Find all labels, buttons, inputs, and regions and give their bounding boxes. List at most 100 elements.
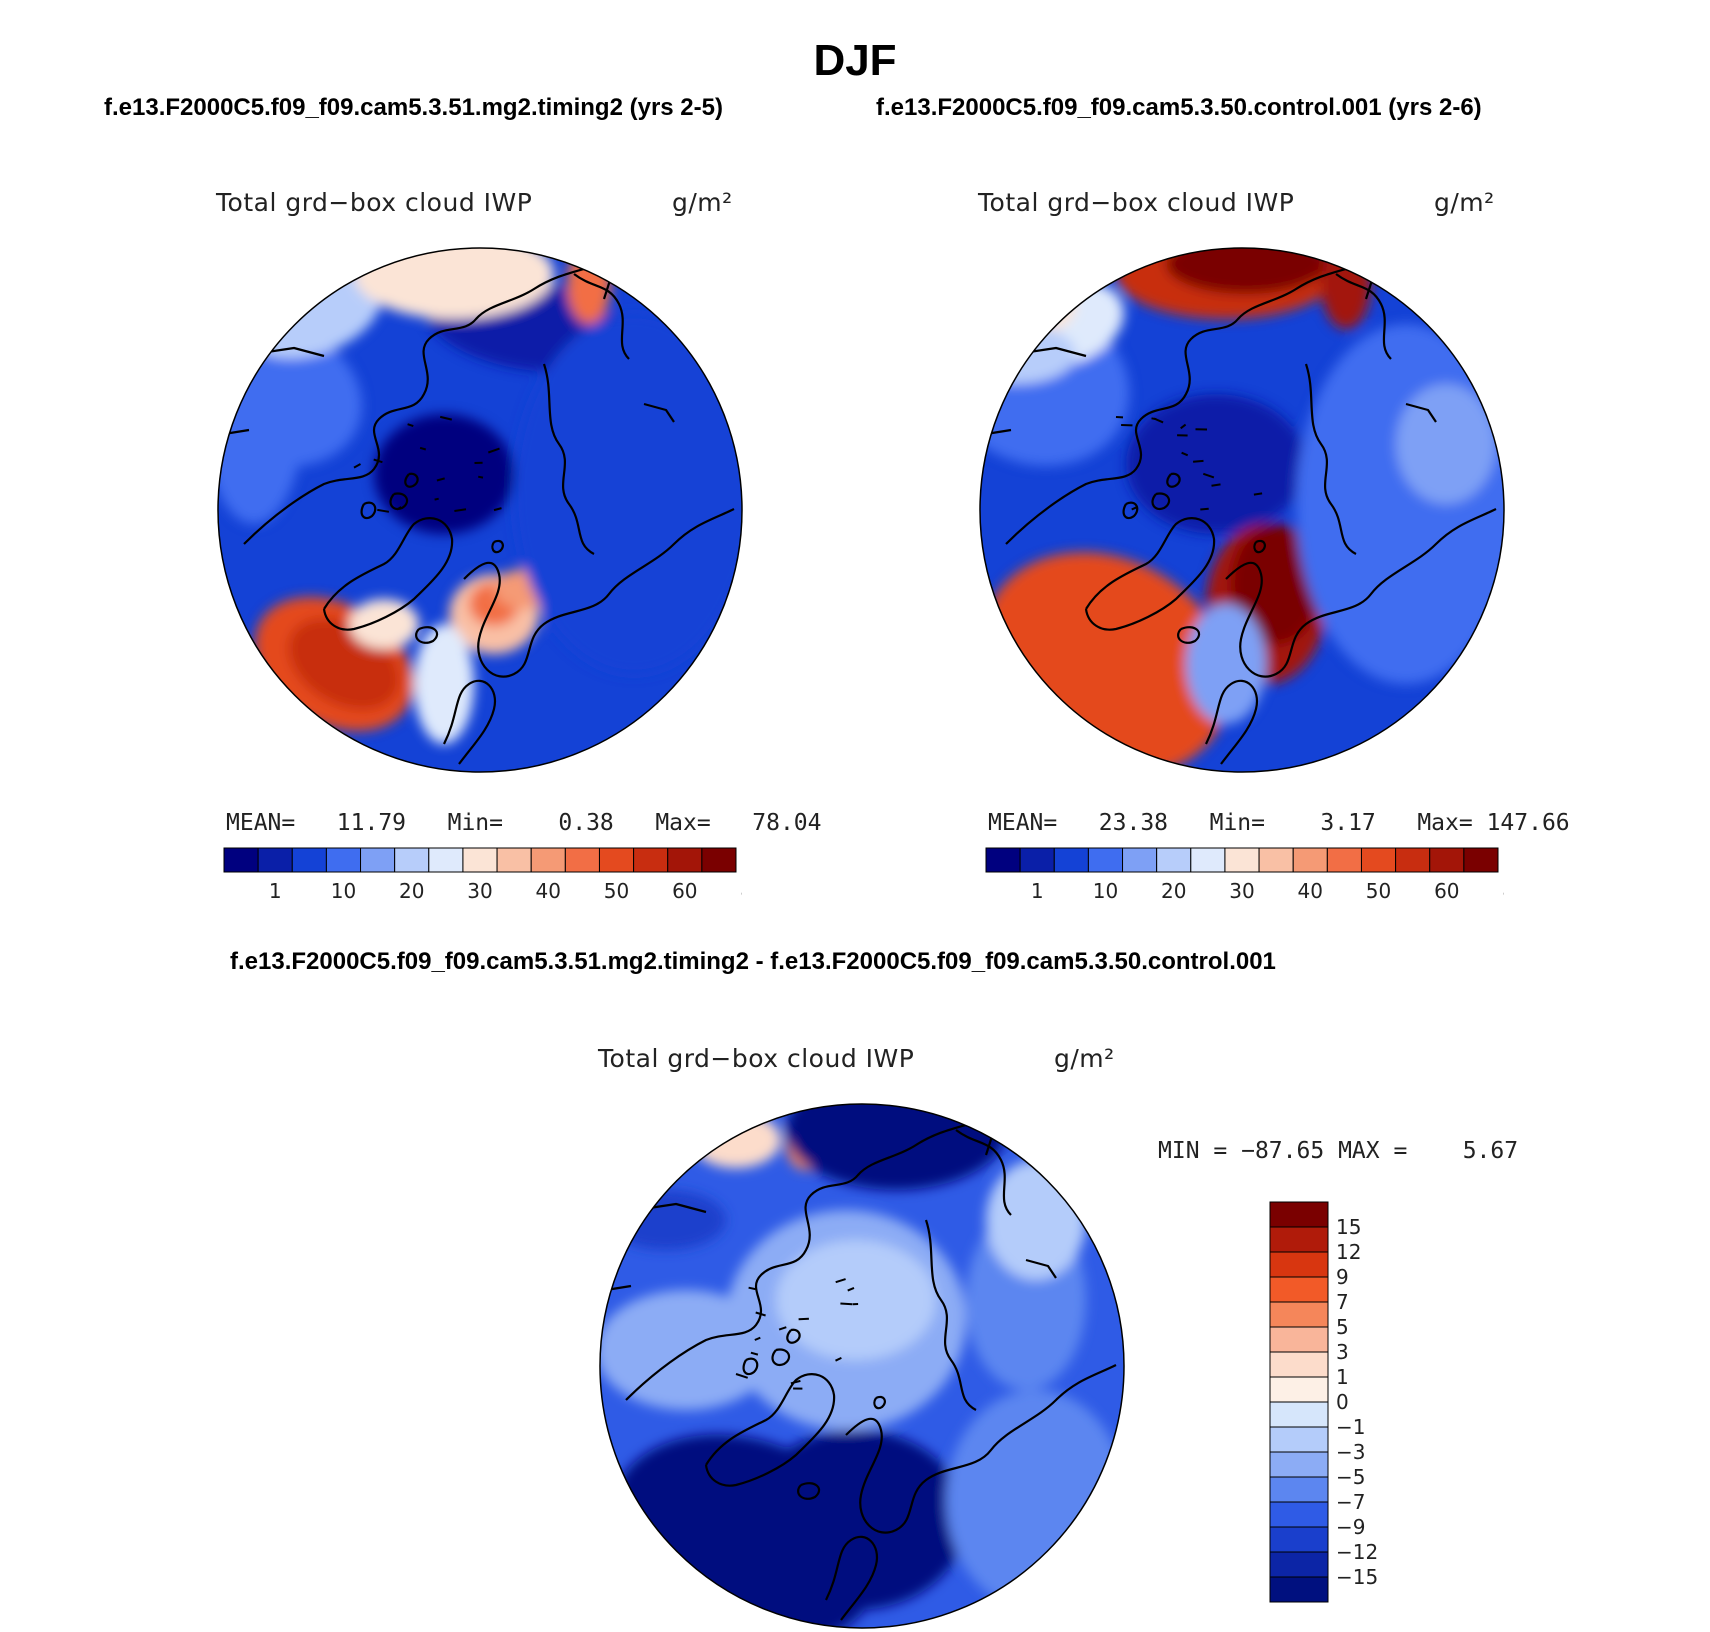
panel2-max-value: 147.66 — [1487, 810, 1570, 836]
panel3-colorbar-tick-label: 1 — [1336, 1365, 1349, 1389]
panel3-field-contour — [691, 1112, 781, 1168]
panel2-field — [976, 244, 1508, 776]
panel1-colorbar-swatch — [292, 848, 326, 872]
panel3-field-contour — [946, 1390, 1126, 1610]
panel1-colorbar-tick-label: 20 — [399, 879, 424, 903]
panel1-colorbar-swatch — [497, 848, 531, 872]
panel2-colorbar-tick-label: 10 — [1093, 879, 1118, 903]
panel3-min-label: MIN = — [1158, 1138, 1227, 1164]
panel2-colorbar-swatch — [1020, 848, 1054, 872]
panel3-field — [596, 1100, 1128, 1632]
panel1-colorbar: 110203040506080 — [222, 846, 742, 910]
panel3-colorbar-tick-label: −3 — [1336, 1440, 1365, 1464]
panel2-colorbar-tick-label: 80 — [1502, 879, 1504, 903]
panel1-colorbar-tick-label: 30 — [467, 879, 492, 903]
panel3-colorbar-swatch — [1270, 1477, 1328, 1502]
panel1-colorbar-swatch — [395, 848, 429, 872]
panel1-colorbar-swatch — [668, 848, 702, 872]
panel3-colorbar-tick-label: −5 — [1336, 1465, 1365, 1489]
panel1-max-label: Max= — [655, 810, 710, 836]
panel3-colorbar-tick-label: −9 — [1336, 1515, 1365, 1539]
panel1-coastline — [478, 477, 483, 478]
panel2-colorbar-tick-label: 60 — [1434, 879, 1459, 903]
panel2-colorbar-swatch — [1191, 848, 1225, 872]
panel2-variable-label: Total grd−box cloud IWP — [978, 188, 1294, 217]
panel1-variable-label: Total grd−box cloud IWP — [216, 188, 532, 217]
panel1-colorbar-tick-label: 1 — [269, 879, 282, 903]
panel2-colorbar-swatch — [1157, 848, 1191, 872]
panel3-colorbar-swatch — [1270, 1427, 1328, 1452]
panel1-field-contour — [567, 244, 611, 324]
panel3-min-value: −87.65 — [1241, 1138, 1324, 1164]
panel2-coastline — [1254, 493, 1262, 494]
panel1-field — [214, 244, 746, 776]
panel1-field-contour — [374, 414, 514, 534]
panel1-colorbar-swatch — [531, 848, 565, 872]
panel2-colorbar-swatch — [1123, 848, 1157, 872]
panel3-colorbar-swatch — [1270, 1527, 1328, 1552]
panel2-colorbar-tick-label: 40 — [1298, 879, 1323, 903]
panel1-colorbar-tick-label: 50 — [604, 879, 629, 903]
panel3-colorbar-swatch — [1270, 1352, 1328, 1377]
panel2-field-contour — [1186, 604, 1266, 724]
panel2-coastline — [1200, 509, 1208, 510]
panel2-colorbar-swatch — [1088, 848, 1122, 872]
panel1-polar-map — [214, 244, 746, 776]
panel1-max-value: 78.04 — [752, 810, 821, 836]
panel3-colorbar-tick-label: 0 — [1336, 1390, 1349, 1414]
panel1-colorbar-swatch — [565, 848, 599, 872]
panel3-variable-label: Total grd−box cloud IWP — [598, 1044, 914, 1073]
panel1-colorbar-swatch — [258, 848, 292, 872]
panel2-coastline — [1212, 484, 1221, 485]
panel2-colorbar-swatch — [1361, 848, 1395, 872]
panel2-stats: MEAN= 23.38 Min= 3.17 Max= 147.66 — [988, 810, 1570, 836]
panel3-colorbar-tick-label: −7 — [1336, 1490, 1365, 1514]
diff-subtitle: f.e13.F2000C5.f09_f09.cam5.3.51.mg2.timi… — [230, 948, 1276, 976]
panel3-colorbar-swatch — [1270, 1552, 1328, 1577]
panel2-colorbar-swatch — [1054, 848, 1088, 872]
panel2-colorbar-tick-label: 50 — [1366, 879, 1391, 903]
panel2-colorbar: 110203040506080 — [984, 846, 1504, 910]
panel3-colorbar-swatch — [1270, 1302, 1328, 1327]
panel2-min-label: Min= — [1210, 810, 1265, 836]
panel1-units-label: g/m² — [672, 188, 733, 217]
panel2-field-contour — [996, 274, 1076, 334]
panel3-colorbar-tick-label: 3 — [1336, 1340, 1349, 1364]
panel3-colorbar-swatch — [1270, 1577, 1328, 1602]
panel3-colorbar-swatch — [1270, 1452, 1328, 1477]
panel2-units-label: g/m² — [1434, 188, 1495, 217]
panel3-field-contour — [606, 1190, 726, 1250]
panel2-mean-label: MEAN= — [988, 810, 1057, 836]
panel2-colorbar-swatch — [1396, 848, 1430, 872]
panel3-coastline — [840, 1304, 852, 1305]
panel2-coastline — [1193, 461, 1203, 462]
panel3-colorbar-swatch — [1270, 1227, 1328, 1252]
panel3-colorbar-tick-label: 5 — [1336, 1315, 1349, 1339]
panel3-colorbar-tick-label: −15 — [1336, 1565, 1378, 1589]
panel3-colorbar-tick-label: 15 — [1336, 1215, 1361, 1239]
panel2-colorbar-swatch — [1327, 848, 1361, 872]
panel2-colorbar-swatch — [1259, 848, 1293, 872]
case-subtitle-left: f.e13.F2000C5.f09_f09.cam5.3.51.mg2.timi… — [104, 94, 723, 122]
panel3-colorbar-swatch — [1270, 1327, 1328, 1352]
panel3-colorbar-tick-label: −1 — [1336, 1415, 1365, 1439]
panel1-colorbar-swatch — [634, 848, 668, 872]
panel1-colorbar-tick-label: 60 — [672, 879, 697, 903]
panel2-colorbar-tick-label: 20 — [1161, 879, 1186, 903]
panel3-colorbar-swatch — [1270, 1202, 1328, 1227]
panel1-colorbar-tick-label: 80 — [740, 879, 742, 903]
panel1-colorbar-swatch — [429, 848, 463, 872]
panel3-stats: MIN = −87.65 MAX = 5.67 — [1158, 1138, 1518, 1164]
panel3-colorbar-swatch — [1270, 1252, 1328, 1277]
panel2-colorbar-swatch — [1225, 848, 1259, 872]
panel1-colorbar-swatch — [463, 848, 497, 872]
panel2-colorbar-swatch — [1430, 848, 1464, 872]
panel2-field-contour — [1296, 324, 1508, 684]
panel2-colorbar-swatch — [986, 848, 1020, 872]
panel1-colorbar-swatch — [326, 848, 360, 872]
panel2-field-contour — [1126, 394, 1306, 534]
panel3-colorbar-tick-label: 7 — [1336, 1290, 1349, 1314]
panel2-colorbar-swatch — [1293, 848, 1327, 872]
panel3-field-contour — [746, 1430, 966, 1610]
